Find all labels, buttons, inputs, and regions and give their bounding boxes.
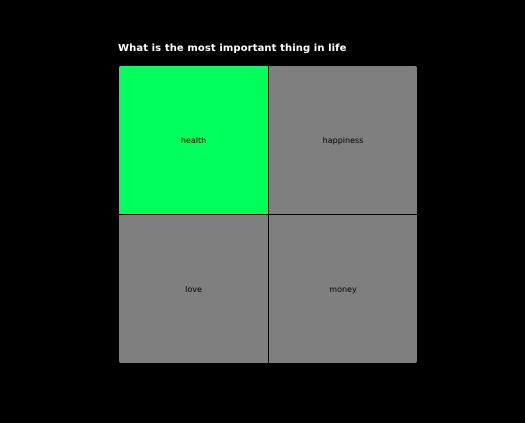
option-money[interactable]: money	[268, 214, 418, 364]
option-label: health	[180, 135, 207, 145]
option-label: money	[329, 284, 357, 294]
option-love[interactable]: love	[118, 214, 269, 364]
poll-options-grid: health happiness love money	[118, 65, 418, 364]
option-health[interactable]: health	[118, 65, 269, 215]
option-label: love	[185, 284, 202, 294]
grid-divider	[268, 214, 269, 318]
option-label: happiness	[322, 135, 364, 145]
poll-question: What is the most important thing in life	[118, 43, 347, 54]
option-happiness[interactable]: happiness	[268, 65, 418, 215]
